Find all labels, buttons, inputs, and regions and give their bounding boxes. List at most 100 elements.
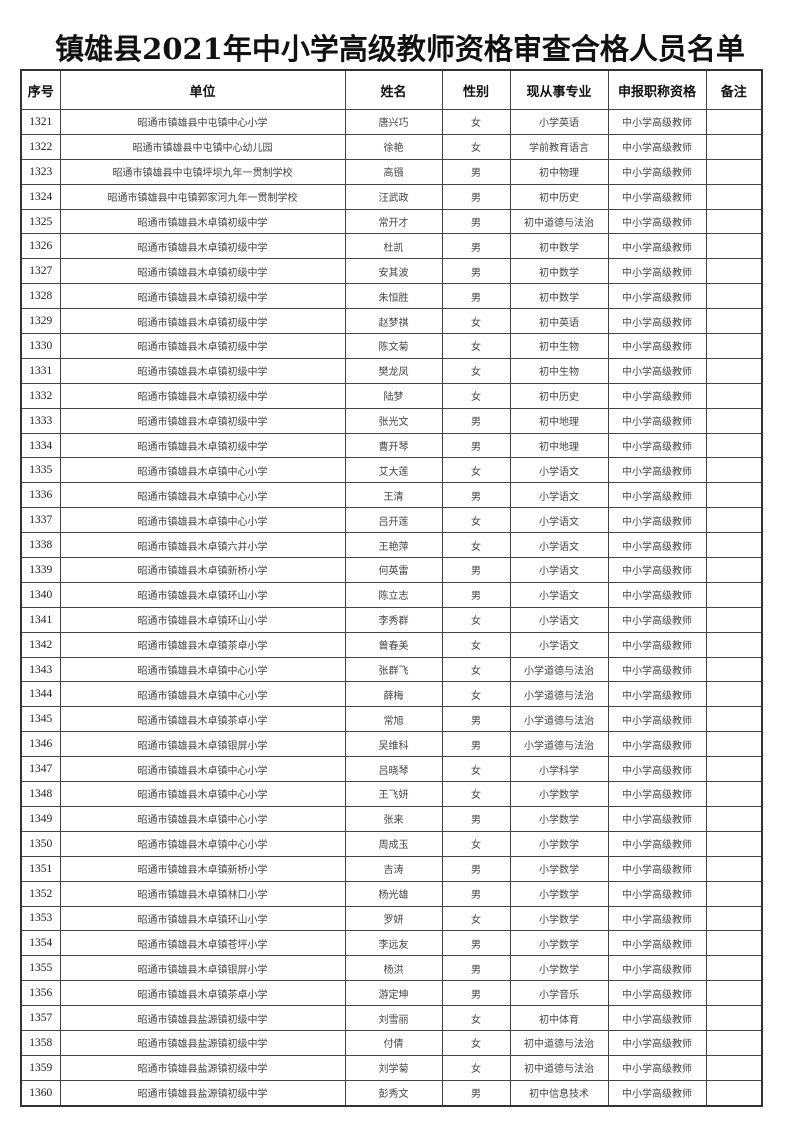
cell-title-qualification: 中小学高级教师 xyxy=(607,905,707,932)
cell-gender: 女 xyxy=(441,357,511,384)
cell-remarks xyxy=(705,880,763,907)
cell-major: 初中体育 xyxy=(509,1005,609,1031)
cell-gender: 女 xyxy=(441,756,511,783)
table-row: 1331 昭通市镇雄县木卓镇初级中学 樊龙凤女初中生物 中小学高级教师 xyxy=(20,357,763,384)
table-row: 1344 昭通市镇雄县木卓镇中心小学 薛梅女小学道德与法治 中小学高级教师 xyxy=(20,681,763,708)
cell-gender: 女 xyxy=(441,1005,511,1031)
cell-title-qualification: 中小学高级教师 xyxy=(607,830,707,857)
cell-unit: 昭通市镇雄县木卓镇初级中学 xyxy=(59,357,346,384)
cell-unit: 昭通市镇雄县木卓镇初级中学 xyxy=(59,308,346,335)
cell-index: 1357 xyxy=(20,1005,61,1031)
cell-name: 徐艳 xyxy=(344,133,443,160)
table-row: 1340 昭通市镇雄县木卓镇环山小学 陈立志男小学语文 中小学高级教师 xyxy=(20,581,763,608)
table-row: 1336 昭通市镇雄县木卓镇中心小学 王清男小学语文 中小学高级教师 xyxy=(20,482,763,509)
header-gender: 性别 xyxy=(441,69,511,110)
table-row: 1334 昭通市镇雄县木卓镇初级中学 曹开琴男初中地理 中小学高级教师 xyxy=(20,432,763,459)
cell-remarks xyxy=(705,432,763,459)
cell-name: 樊龙凤 xyxy=(344,357,443,384)
cell-gender: 男 xyxy=(441,706,511,733)
cell-major: 小学语文 xyxy=(509,457,609,484)
cell-index: 1358 xyxy=(20,1029,61,1056)
cell-gender: 女 xyxy=(441,308,511,335)
cell-title-qualification: 中小学高级教师 xyxy=(607,308,707,335)
cell-index: 1347 xyxy=(20,756,61,783)
cell-major: 初中历史 xyxy=(509,382,609,409)
cell-name: 张群飞 xyxy=(344,656,443,683)
cell-major: 小学语文 xyxy=(509,557,609,583)
table-row: 1346 昭通市镇雄县木卓镇银屏小学 吴维科男小学道德与法治 中小学高级教师 xyxy=(20,731,763,758)
cell-major: 小学数学 xyxy=(509,855,609,882)
cell-index: 1359 xyxy=(20,1054,61,1081)
cell-name: 艾大莲 xyxy=(344,457,443,484)
cell-index: 1325 xyxy=(20,208,61,235)
cell-gender: 男 xyxy=(441,432,511,459)
table-row: 1330 昭通市镇雄县木卓镇初级中学 陈文菊女初中生物 中小学高级教师 xyxy=(20,333,763,359)
cell-unit: 昭通市镇雄县盐源镇初级中学 xyxy=(59,1005,346,1031)
table-row: 1345 昭通市镇雄县木卓镇茶卓小学 常旭男小学道德与法治 中小学高级教师 xyxy=(20,706,763,733)
cell-gender: 男 xyxy=(441,805,511,832)
cell-remarks xyxy=(705,308,763,335)
cell-index: 1329 xyxy=(20,308,61,335)
cell-gender: 女 xyxy=(441,507,511,534)
cell-gender: 男 xyxy=(441,855,511,882)
cell-name: 吕开莲 xyxy=(344,507,443,534)
cell-remarks xyxy=(705,382,763,409)
cell-major: 小学语文 xyxy=(509,581,609,608)
cell-title-qualification: 中小学高级教师 xyxy=(607,283,707,310)
cell-name: 陆梦 xyxy=(344,382,443,409)
table-row: 1354 昭通市镇雄县木卓镇苍坪小学 李远友男小学数学 中小学高级教师 xyxy=(20,930,763,957)
cell-remarks xyxy=(705,109,763,135)
cell-name: 曾春美 xyxy=(344,631,443,658)
cell-unit: 昭通市镇雄县木卓镇中心小学 xyxy=(59,830,346,857)
cell-remarks xyxy=(705,507,763,534)
table-row: 1347 昭通市镇雄县木卓镇中心小学 吕晓琴女小学科学 中小学高级教师 xyxy=(20,756,763,783)
cell-name: 曹开琴 xyxy=(344,432,443,459)
cell-title-qualification: 中小学高级教师 xyxy=(607,183,707,210)
cell-title-qualification: 中小学高级教师 xyxy=(607,432,707,459)
cell-major: 小学语文 xyxy=(509,507,609,534)
cell-major: 小学道德与法治 xyxy=(509,706,609,733)
cell-name: 王飞妍 xyxy=(344,781,443,807)
cell-title-qualification: 中小学高级教师 xyxy=(607,507,707,534)
cell-major: 初中英语 xyxy=(509,308,609,335)
cell-remarks xyxy=(705,980,763,1007)
table-row: 1328 昭通市镇雄县木卓镇初级中学 朱恒胜男初中数学 中小学高级教师 xyxy=(20,283,763,310)
cell-gender: 女 xyxy=(441,333,511,359)
cell-unit: 昭通市镇雄县盐源镇初级中学 xyxy=(59,1054,346,1081)
cell-name: 陈文菊 xyxy=(344,333,443,359)
cell-unit: 昭通市镇雄县中屯镇郭家河九年一贯制学校 xyxy=(59,183,346,210)
cell-name: 薛梅 xyxy=(344,681,443,708)
table-row: 1351 昭通市镇雄县木卓镇新桥小学 吉涛男小学数学 中小学高级教师 xyxy=(20,855,763,882)
table-row: 1343 昭通市镇雄县木卓镇中心小学 张群飞女小学道德与法治 中小学高级教师 xyxy=(20,656,763,683)
cell-title-qualification: 中小学高级教师 xyxy=(607,781,707,807)
cell-name: 刘雪丽 xyxy=(344,1005,443,1031)
cell-title-qualification: 中小学高级教师 xyxy=(607,1005,707,1031)
cell-title-qualification: 中小学高级教师 xyxy=(607,158,707,185)
cell-title-qualification: 中小学高级教师 xyxy=(607,457,707,484)
cell-index: 1335 xyxy=(20,457,61,484)
cell-index: 1354 xyxy=(20,930,61,957)
cell-unit: 昭通市镇雄县木卓镇茶卓小学 xyxy=(59,980,346,1007)
cell-index: 1345 xyxy=(20,706,61,733)
cell-title-qualification: 中小学高级教师 xyxy=(607,681,707,708)
cell-gender: 女 xyxy=(441,681,511,708)
cell-name: 游定坤 xyxy=(344,980,443,1007)
cell-unit: 昭通市镇雄县木卓镇初级中学 xyxy=(59,208,346,235)
cell-unit: 昭通市镇雄县木卓镇六井小学 xyxy=(59,532,346,559)
cell-major: 小学数学 xyxy=(509,880,609,907)
cell-remarks xyxy=(705,208,763,235)
cell-index: 1332 xyxy=(20,382,61,409)
cell-remarks xyxy=(705,482,763,509)
cell-major: 小学数学 xyxy=(509,905,609,932)
table-row: 1325 昭通市镇雄县木卓镇初级中学 常开才男初中道德与法治 中小学高级教师 xyxy=(20,208,763,235)
cell-remarks xyxy=(705,681,763,708)
cell-major: 小学道德与法治 xyxy=(509,731,609,758)
cell-unit: 昭通市镇雄县木卓镇中心小学 xyxy=(59,756,346,783)
cell-title-qualification: 中小学高级教师 xyxy=(607,706,707,733)
cell-unit: 昭通市镇雄县木卓镇新桥小学 xyxy=(59,855,346,882)
cell-gender: 男 xyxy=(441,1079,511,1107)
cell-unit: 昭通市镇雄县木卓镇中心小学 xyxy=(59,681,346,708)
cell-title-qualification: 中小学高级教师 xyxy=(607,731,707,758)
cell-gender: 男 xyxy=(441,482,511,509)
cell-name: 吉涛 xyxy=(344,855,443,882)
